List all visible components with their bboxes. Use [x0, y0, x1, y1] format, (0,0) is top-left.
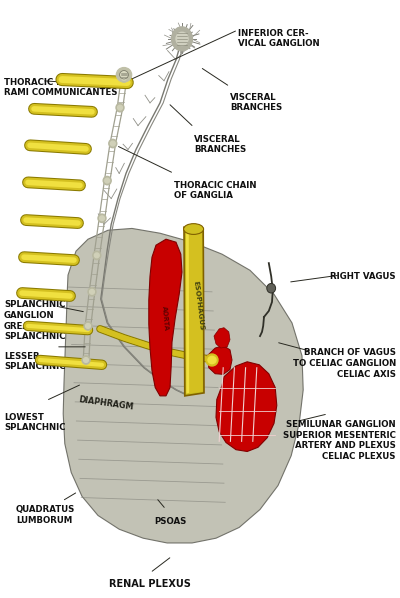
Text: QUADRATUS
LUMBORUM: QUADRATUS LUMBORUM: [16, 505, 75, 525]
Polygon shape: [149, 239, 182, 396]
Ellipse shape: [82, 356, 90, 364]
Text: RENAL PLEXUS: RENAL PLEXUS: [109, 579, 191, 589]
Ellipse shape: [105, 178, 110, 183]
Text: INFERIOR CER-
VICAL GANGLION: INFERIOR CER- VICAL GANGLION: [238, 29, 320, 48]
Text: VISCERAL
BRANCHES: VISCERAL BRANCHES: [230, 93, 282, 112]
Ellipse shape: [94, 253, 99, 258]
Ellipse shape: [100, 216, 104, 221]
Text: SPLANCHNIC
GANGLION
GREATER
SPLANCHNIC: SPLANCHNIC GANGLION GREATER SPLANCHNIC: [4, 300, 66, 341]
Ellipse shape: [267, 283, 276, 293]
Ellipse shape: [120, 71, 128, 79]
Ellipse shape: [84, 358, 88, 362]
Text: LESSER
SPLANCHNIC: LESSER SPLANCHNIC: [4, 352, 66, 371]
Ellipse shape: [122, 75, 126, 80]
Text: LOWEST
SPLANCHNIC: LOWEST SPLANCHNIC: [4, 413, 66, 432]
Ellipse shape: [103, 176, 111, 185]
Ellipse shape: [176, 32, 188, 45]
Polygon shape: [207, 346, 232, 374]
Ellipse shape: [109, 139, 117, 148]
Polygon shape: [184, 227, 204, 396]
Text: AORTA: AORTA: [161, 306, 169, 331]
Polygon shape: [186, 230, 189, 393]
Ellipse shape: [84, 322, 92, 330]
Text: BRANCH OF VAGUS
TO CELIAC GANGLION
CELIAC AXIS: BRANCH OF VAGUS TO CELIAC GANGLION CELIA…: [293, 348, 396, 379]
Text: THORACIC NERVES
RAMI COMMUNICANTES: THORACIC NERVES RAMI COMMUNICANTES: [4, 78, 118, 97]
Ellipse shape: [208, 356, 216, 364]
Ellipse shape: [172, 27, 192, 51]
Ellipse shape: [184, 224, 204, 234]
Ellipse shape: [116, 103, 124, 112]
Polygon shape: [216, 362, 277, 451]
Ellipse shape: [98, 214, 106, 222]
Polygon shape: [214, 328, 230, 348]
Ellipse shape: [206, 354, 218, 366]
Ellipse shape: [86, 324, 90, 328]
Polygon shape: [186, 229, 203, 394]
Text: RIGHT VAGUS: RIGHT VAGUS: [330, 272, 396, 281]
Text: SEMILUNAR GANGLION
SUPERIOR MESENTERIC
ARTERY AND PLEXUS
CELIAC PLEXUS: SEMILUNAR GANGLION SUPERIOR MESENTERIC A…: [283, 420, 396, 461]
Ellipse shape: [93, 251, 101, 260]
Text: ESOPHAGUS: ESOPHAGUS: [192, 280, 204, 331]
Text: PSOAS: PSOAS: [154, 517, 186, 526]
Text: VISCERAL
BRANCHES: VISCERAL BRANCHES: [194, 135, 246, 154]
Ellipse shape: [88, 288, 96, 296]
Text: THORACIC CHAIN
OF GANGLIA: THORACIC CHAIN OF GANGLIA: [174, 181, 256, 200]
Ellipse shape: [90, 289, 94, 294]
Ellipse shape: [116, 68, 132, 82]
Ellipse shape: [110, 141, 115, 146]
Ellipse shape: [120, 74, 128, 82]
Polygon shape: [63, 228, 303, 543]
Text: DIAPHRAGM: DIAPHRAGM: [78, 395, 134, 412]
Ellipse shape: [118, 105, 122, 110]
